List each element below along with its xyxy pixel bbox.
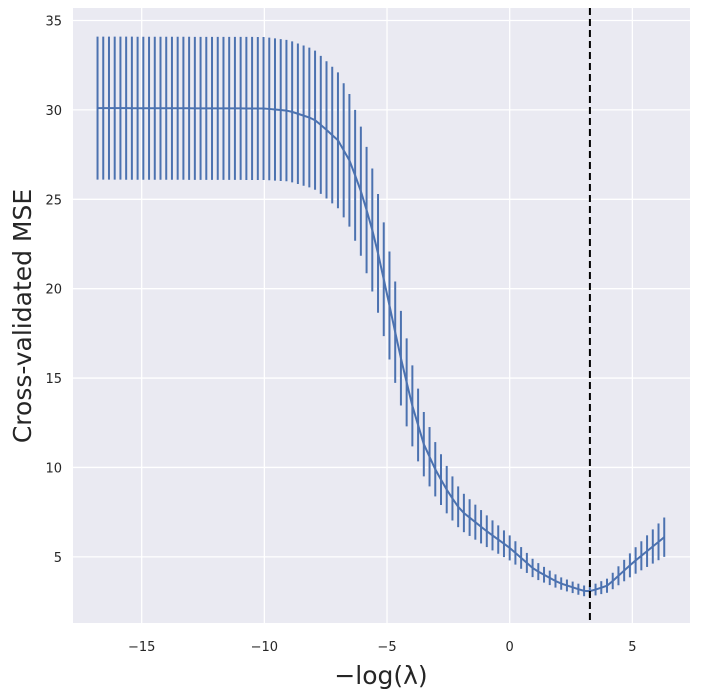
x-tick-label: −10 [251, 640, 278, 655]
mse-curve [97, 107, 665, 593]
y-tick-label: 35 [45, 15, 62, 30]
y-tick-labels: 5 10 15 20 25 30 35 [45, 15, 62, 566]
y-tick-label: 10 [45, 461, 62, 476]
x-tick-label: −5 [377, 640, 396, 655]
y-tick-label: 30 [45, 104, 62, 119]
y-tick-label: 20 [45, 283, 62, 298]
y-tick-label: 25 [45, 193, 62, 208]
y-tick-label: 15 [45, 372, 62, 387]
y-axis-label: Cross-validated MSE [8, 189, 37, 443]
x-axis-label: −log(λ) [334, 661, 427, 690]
y-tick-label: 5 [54, 551, 62, 566]
x-tick-label: 0 [506, 640, 514, 655]
x-tick-label: 5 [628, 640, 636, 655]
x-tick-label: −15 [128, 640, 155, 655]
grid-lines [73, 8, 690, 623]
x-tick-labels: −15 −10 −5 0 5 [128, 640, 637, 655]
